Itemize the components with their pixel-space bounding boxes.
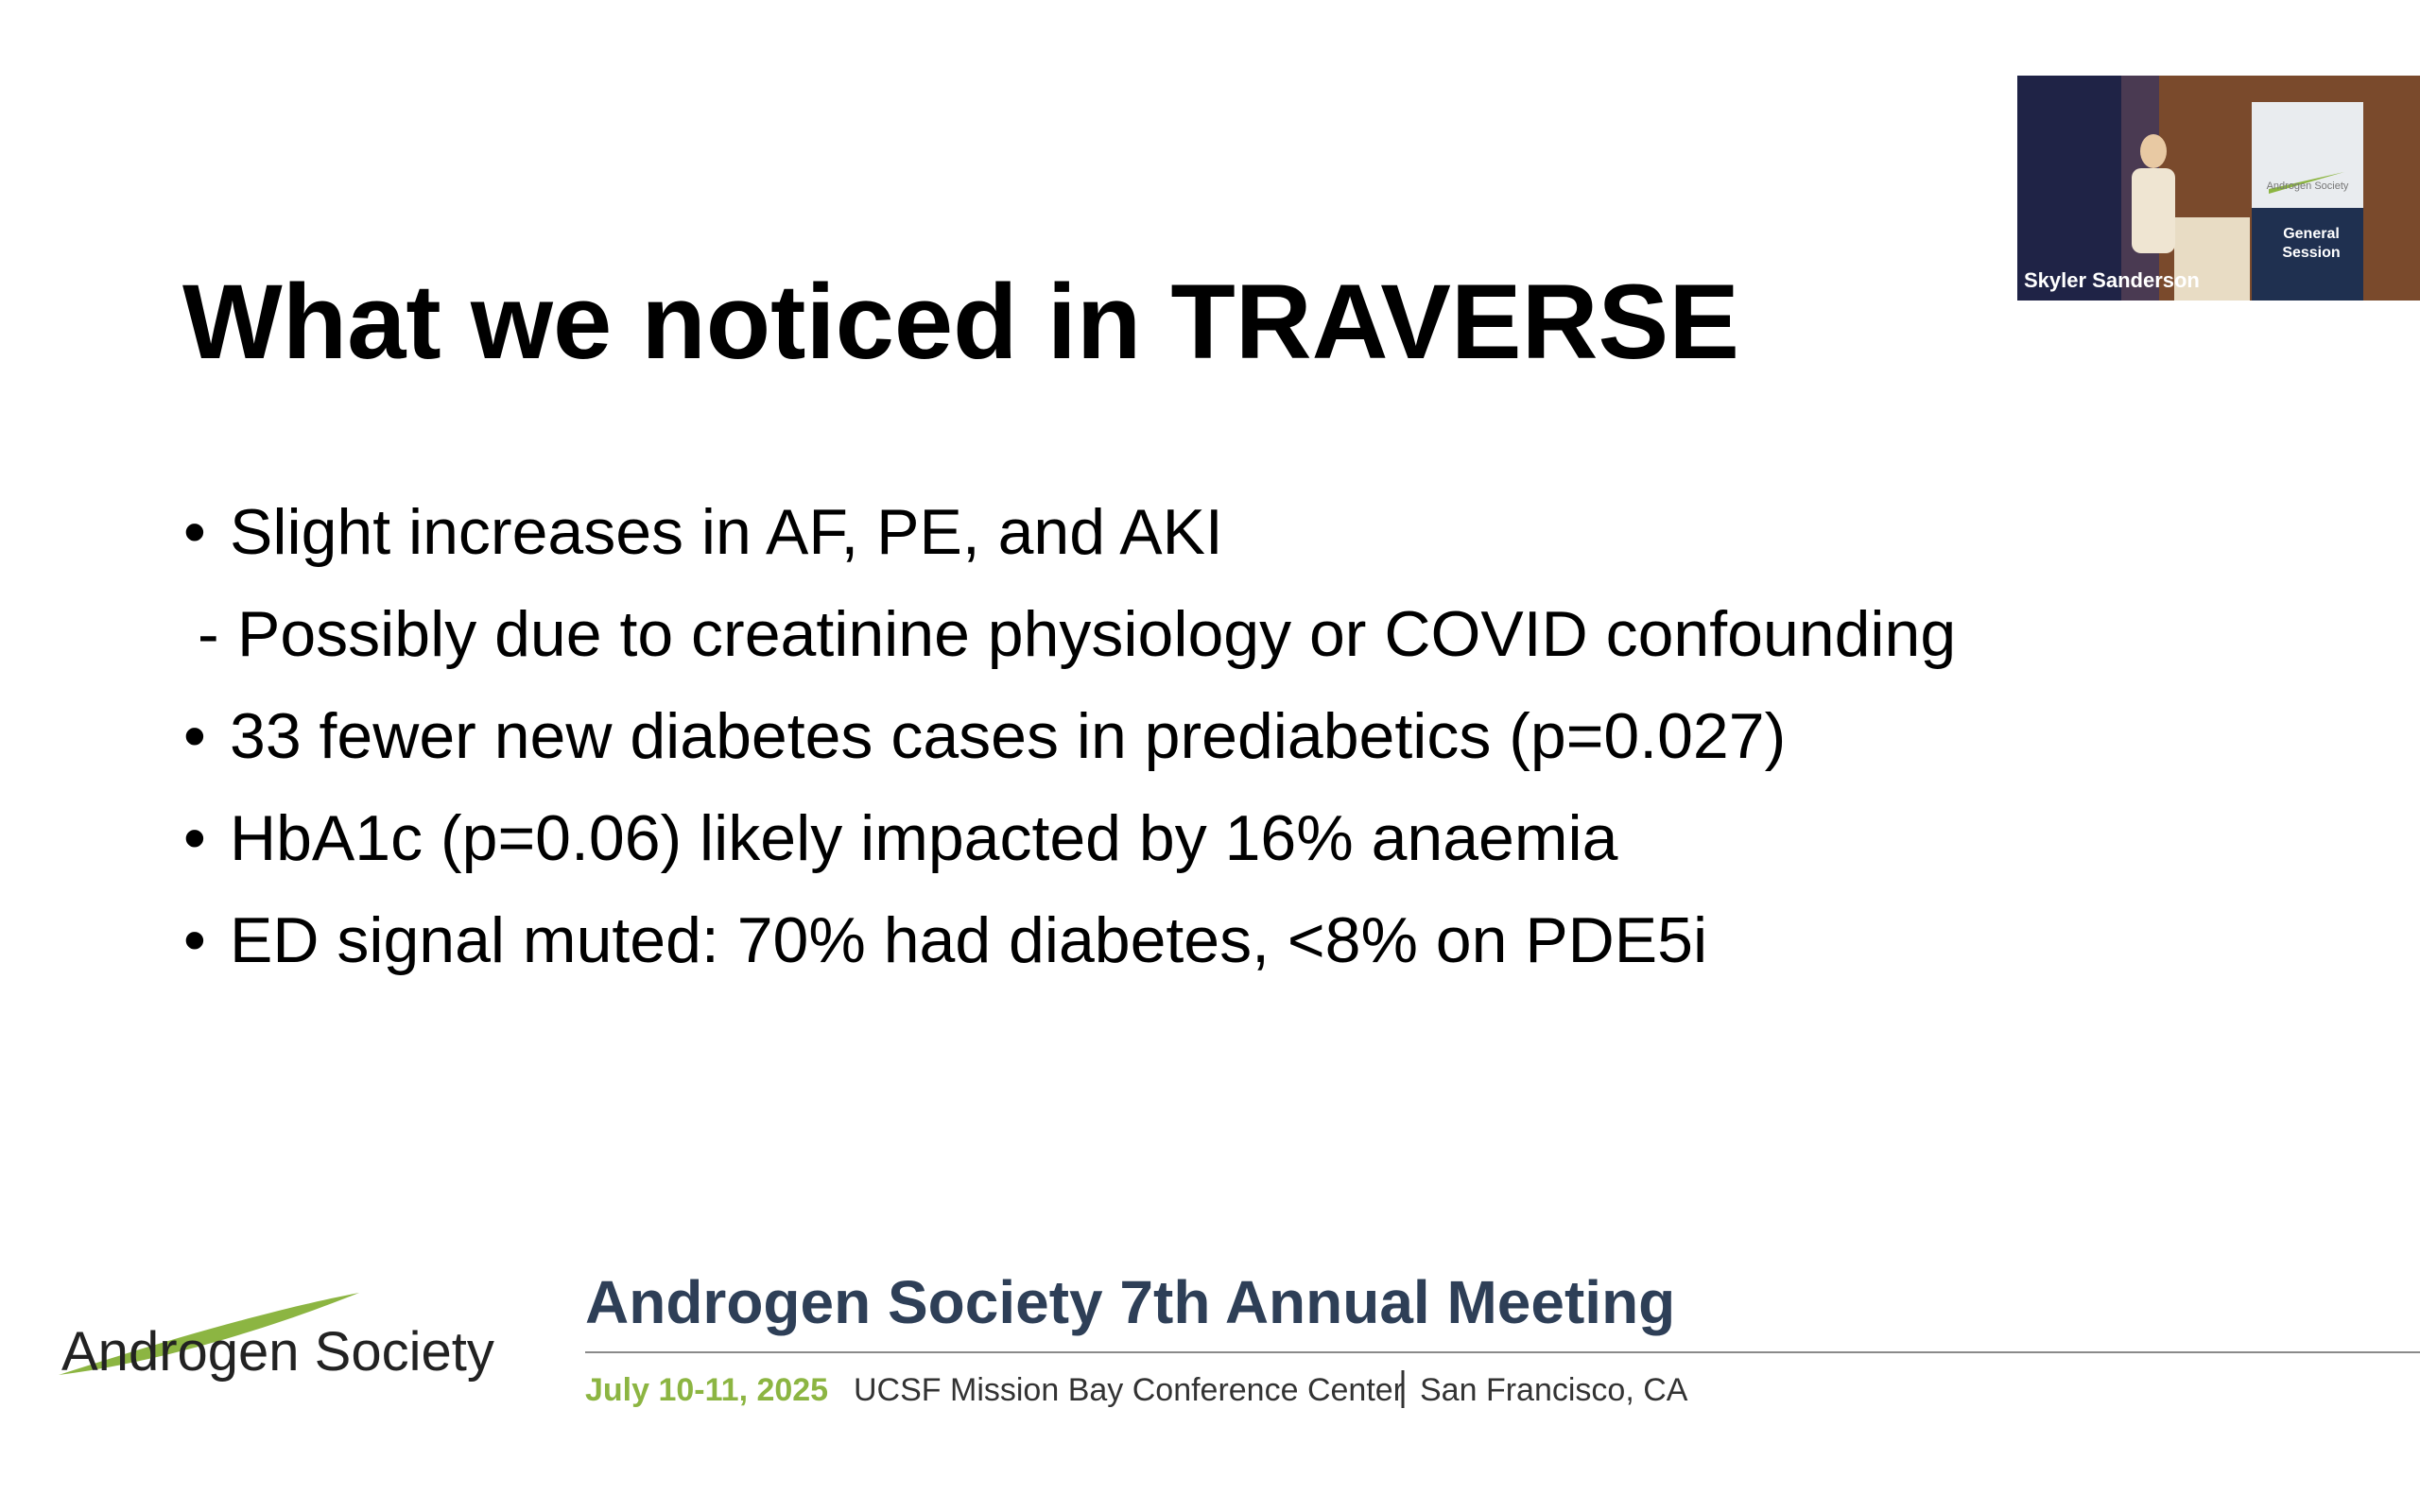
bullet-marker: • bbox=[183, 904, 206, 976]
bullet-text: Possibly due to creatinine physiology or… bbox=[237, 598, 1956, 670]
bullet-marker: • bbox=[183, 802, 206, 874]
logo-swoosh bbox=[59, 1293, 359, 1375]
bullet-list: • Slight increases in AF, PE, and AKI- Pos… bbox=[183, 496, 1956, 976]
video-speaker-head bbox=[2140, 134, 2167, 168]
video-banner-line: General bbox=[2283, 226, 2340, 242]
video-banner-logo: Androgen Society bbox=[2267, 180, 2349, 192]
meeting-location: San Francisco, CA bbox=[1420, 1372, 1688, 1408]
meeting-venue: UCSF Mission Bay Conference Center bbox=[854, 1372, 1404, 1408]
bullet-text: ED signal muted: 70% had diabetes, <8% o… bbox=[230, 904, 1707, 976]
video-banner-swoosh bbox=[2269, 172, 2344, 194]
speaker-video: Androgen Society General Session Skyler … bbox=[2017, 76, 2420, 301]
video-speaker-body bbox=[2132, 168, 2175, 253]
logo-text: Androgen Society bbox=[61, 1321, 494, 1383]
video-banner-line: Session bbox=[2282, 245, 2340, 261]
speaker-name: Skyler Sanderson bbox=[2024, 268, 2200, 292]
video-curtain bbox=[2017, 76, 2121, 301]
meeting-date: July 10-11, 2025 bbox=[585, 1372, 828, 1408]
meeting-title: Androgen Society 7th Annual Meeting bbox=[585, 1268, 1675, 1336]
bullet-marker: - bbox=[198, 598, 219, 670]
bullet-marker: • bbox=[183, 496, 206, 568]
bullet-text: Slight increases in AF, PE, and AKI bbox=[230, 496, 1223, 568]
bullet-text: 33 fewer new diabetes cases in prediabet… bbox=[230, 700, 1786, 772]
bullet-marker: • bbox=[183, 700, 206, 772]
slide-title: What we noticed in TRAVERSE bbox=[182, 263, 1739, 381]
video-banner-lower bbox=[2252, 208, 2363, 301]
video-podium bbox=[2174, 217, 2250, 301]
bullet-text: HbA1c (p=0.06) likely impacted by 16% an… bbox=[230, 802, 1618, 874]
